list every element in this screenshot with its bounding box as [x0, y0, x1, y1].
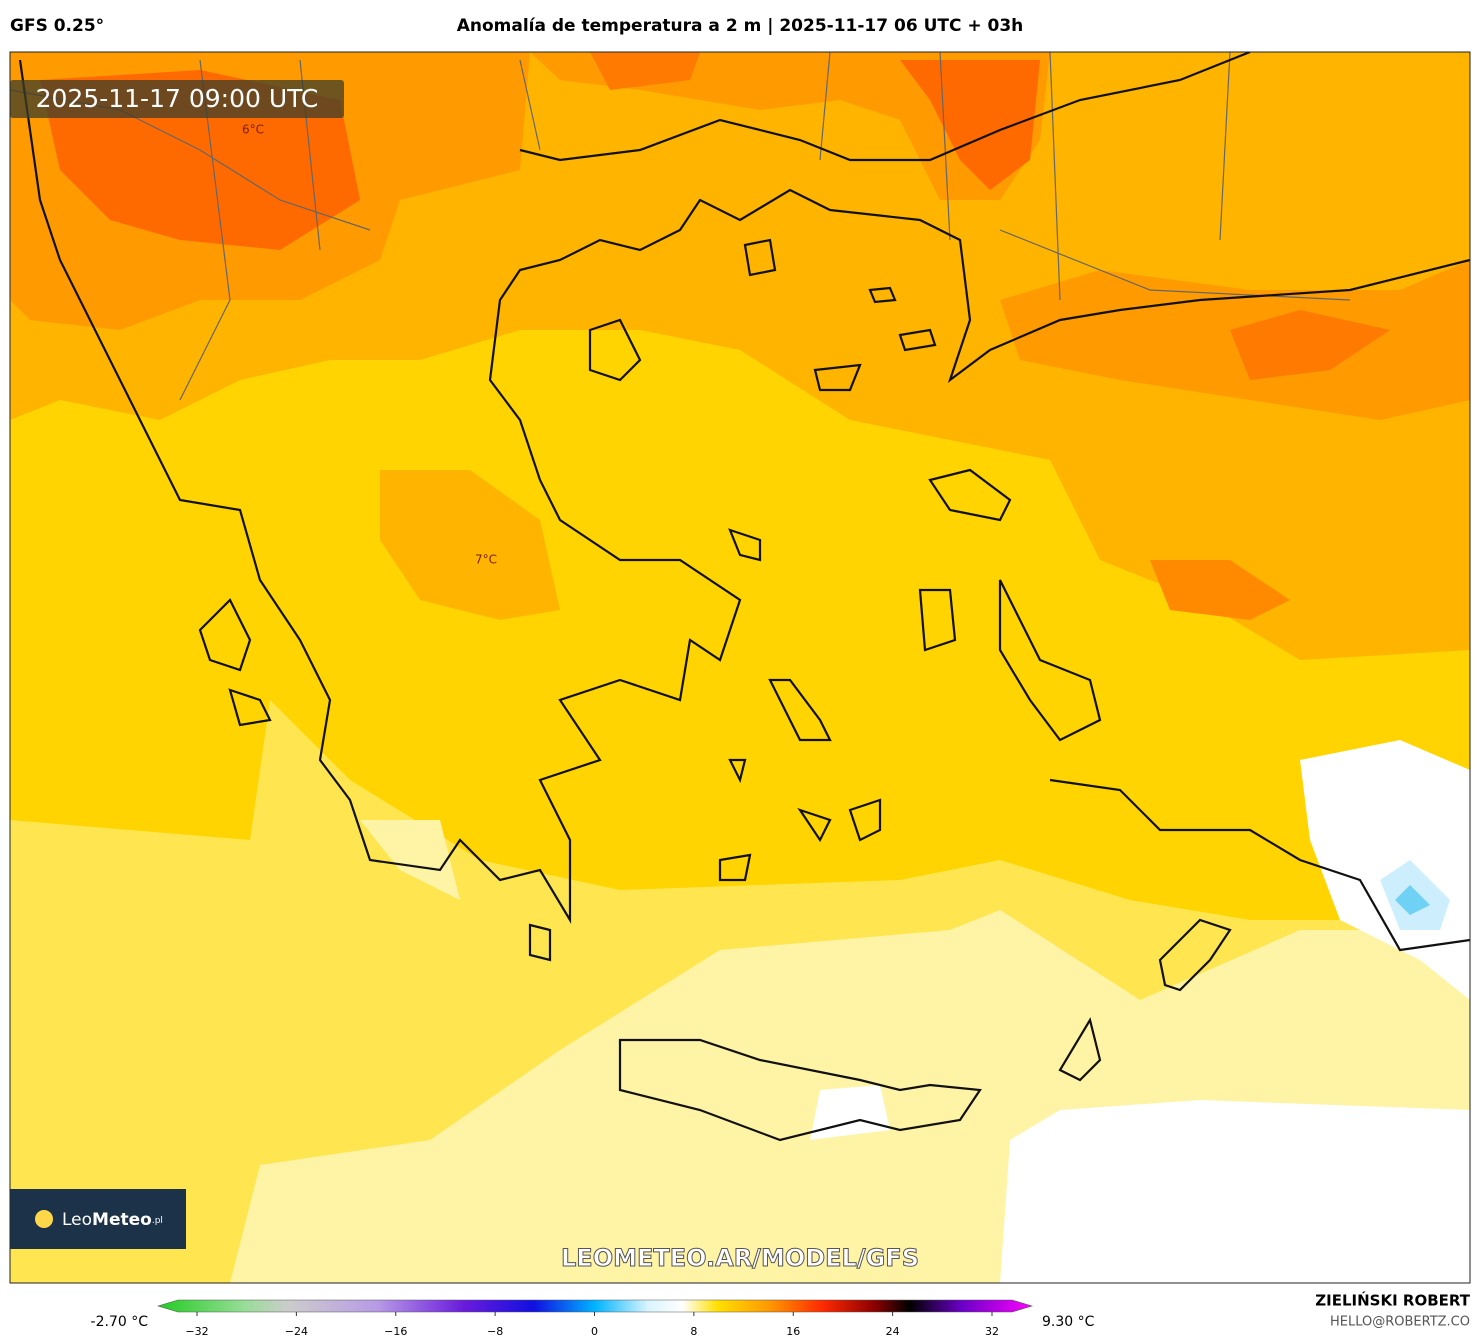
- model-label: GFS 0.25°: [10, 16, 104, 36]
- colorbar-max: 9.30 °C: [1042, 1314, 1095, 1330]
- hot-region: [1230, 310, 1390, 380]
- logo-part: Meteo: [92, 1210, 152, 1230]
- hot-region: [900, 60, 1040, 190]
- colorbar: [156, 1299, 1034, 1313]
- author: ZIELIŃSKI ROBERT: [1315, 1291, 1470, 1310]
- temperature-label: 7°C: [475, 553, 497, 567]
- logo-part: .pl: [152, 1216, 163, 1226]
- logo-part: Leo: [62, 1210, 92, 1230]
- colorbar-tick-label: −24: [285, 1325, 308, 1338]
- island: [198, 238, 957, 962]
- neutral-region: [1300, 740, 1470, 1000]
- colorbar-tick-label: 24: [886, 1325, 900, 1338]
- map-frame: [9, 51, 1471, 1284]
- colorbar-tick-label: −8: [487, 1325, 503, 1338]
- coastline: [18, 59, 1470, 924]
- colorbar-tick-label: 16: [786, 1325, 800, 1338]
- colorbar-tick-label: −16: [384, 1325, 407, 1338]
- temperature-label: 6°C: [242, 123, 264, 137]
- coastline: [519, 52, 1251, 162]
- colorbar-min: -2.70 °C: [91, 1314, 149, 1330]
- timestamp-box: [10, 80, 344, 118]
- warmer-region: [530, 52, 1050, 200]
- map: 6°C 7°C 2025-11-17 09:00 UTC LeoMeteo.pl…: [10, 52, 1470, 1283]
- coastline: [618, 1038, 982, 1142]
- logo-sun: [35, 1210, 53, 1228]
- colorbar-tick-label: 8: [690, 1325, 697, 1338]
- coastline: [928, 468, 1470, 1082]
- colorbar-tick-label: −32: [185, 1325, 208, 1338]
- colorbar-tick-label: 0: [591, 1325, 598, 1338]
- watermark: LEOMETEO.AR/MODEL/GFS: [561, 1244, 919, 1272]
- cool-region: [1395, 885, 1430, 915]
- warmer-region: [1150, 560, 1290, 620]
- email: HELLO@ROBERTZ.CO: [1330, 1315, 1470, 1330]
- logo: LeoMeteo.pl: [62, 1210, 163, 1230]
- colorbar-tick-label: 32: [985, 1325, 999, 1338]
- pale-region: [360, 820, 460, 900]
- warm-region: [380, 470, 560, 620]
- border: [10, 52, 1351, 401]
- timestamp: 2025-11-17 09:00 UTC: [36, 84, 319, 113]
- neutral-region: [1000, 1100, 1470, 1283]
- map-title: Anomalía de temperatura a 2 m | 2025-11-…: [457, 16, 1024, 36]
- hot-region: [590, 52, 700, 90]
- colorbar-ticks: −32 −24 −16 −8 0 8 16 24 32: [185, 1312, 999, 1338]
- neutral-region: [810, 1085, 890, 1140]
